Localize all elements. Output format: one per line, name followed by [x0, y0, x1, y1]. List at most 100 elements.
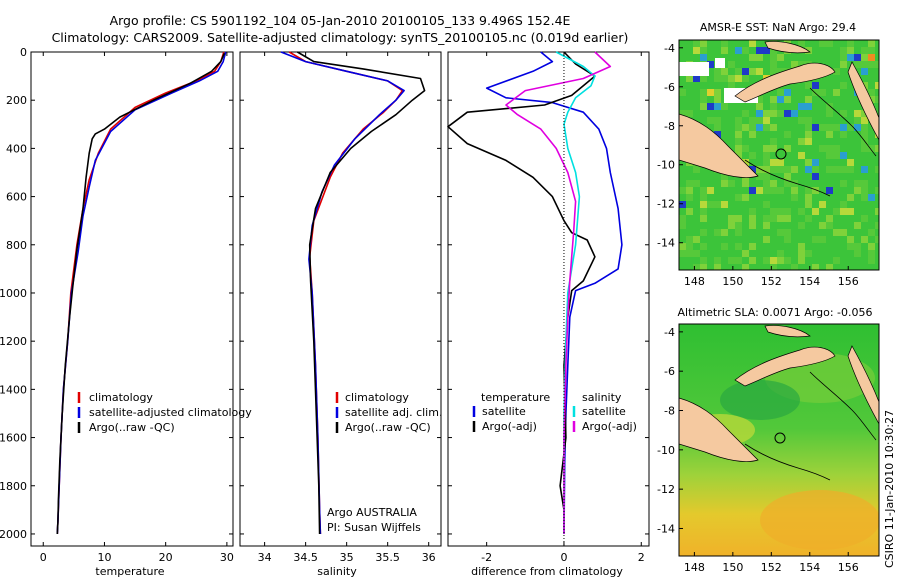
sst-pixel — [763, 124, 770, 131]
sst-pixel — [763, 47, 770, 54]
sst-pixel — [756, 103, 763, 110]
x-tick-label: 35.5 — [375, 551, 400, 564]
sst-pixel — [875, 236, 879, 243]
sst-pixel — [749, 54, 756, 61]
sst-pixel — [728, 82, 735, 89]
sst-pixel — [707, 187, 714, 194]
sst-pixel — [861, 117, 868, 124]
sst-pixel — [756, 117, 763, 124]
sst-pixel — [742, 180, 749, 187]
x-tick-label: 0 — [40, 551, 47, 564]
x-tick-label: 0 — [560, 551, 567, 564]
sst-pixel — [777, 54, 784, 61]
map-lon-label: 152 — [761, 275, 782, 288]
sst-pixel — [847, 40, 854, 47]
sst-pixel — [854, 54, 861, 61]
sst-pixel — [770, 264, 777, 270]
map-lat-label: -4 — [664, 42, 675, 55]
sst-pixel — [861, 194, 868, 201]
sst-pixel — [847, 124, 854, 131]
sst-pixel — [693, 236, 700, 243]
sst-pixel — [700, 47, 707, 54]
sst-pixel — [735, 131, 742, 138]
sst-pixel — [777, 159, 784, 166]
sst-pixel — [700, 75, 707, 82]
sst-pixel — [693, 264, 700, 270]
sst-pixel — [742, 264, 749, 270]
difference-xlabel: difference from climatology — [471, 565, 623, 578]
sst-missing-data-patch — [715, 58, 725, 68]
sst-pixel — [868, 54, 875, 61]
y-tick-label: 800 — [6, 239, 27, 252]
sst-pixel — [812, 82, 819, 89]
sst-pixel — [854, 250, 861, 257]
map-lat-label: -4 — [664, 326, 675, 339]
sst-pixel — [763, 180, 770, 187]
sla-low-anomaly — [720, 380, 800, 420]
sst-pixel — [833, 257, 840, 264]
map-lat-label: -8 — [664, 120, 675, 133]
sst-pixel — [868, 89, 875, 96]
y-tick-label: 400 — [6, 142, 27, 155]
sst-pixel — [763, 152, 770, 159]
sst-pixel — [777, 166, 784, 173]
float-program-note: Argo AUSTRALIA — [327, 506, 417, 519]
sst-pixel — [819, 145, 826, 152]
axis-ticks: 0 10 20 30020040060080010001200140016001800… — [0, 46, 649, 564]
sst-pixel — [770, 124, 777, 131]
sst-pixel — [847, 194, 854, 201]
sst-pixel — [742, 110, 749, 117]
sst-pixel — [735, 47, 742, 54]
sst-pixel — [763, 257, 770, 264]
sst-pixel — [721, 75, 728, 82]
sst-pixel — [798, 243, 805, 250]
series-line-argo-raw-qc- — [56, 52, 226, 535]
sst-pixel — [791, 166, 798, 173]
sst-map-title: AMSR-E SST: NaN Argo: 29.4 — [700, 21, 856, 34]
sst-pixel — [714, 264, 721, 270]
sst-pixel — [861, 180, 868, 187]
sst-pixel — [826, 131, 833, 138]
sst-pixel — [756, 68, 763, 75]
series-line-satellite-adj-clim- — [280, 51, 405, 535]
sst-pixel — [805, 159, 812, 166]
sst-pixel — [840, 166, 847, 173]
series-line-argo-raw-qc- — [296, 51, 426, 535]
sst-pixel — [735, 194, 742, 201]
sst-pixel — [777, 257, 784, 264]
sst-pixel — [700, 194, 707, 201]
sst-pixel — [784, 131, 791, 138]
sst-pixel — [791, 187, 798, 194]
sst-pixel — [714, 124, 721, 131]
sst-pixel — [861, 166, 868, 173]
sst-pixel — [875, 208, 879, 215]
sst-pixel — [749, 68, 756, 75]
sst-pixel — [868, 250, 875, 257]
sst-pixel — [735, 152, 742, 159]
y-tick-label: 1600 — [0, 432, 27, 445]
sst-pixel — [847, 166, 854, 173]
sst-pixel — [700, 257, 707, 264]
salinity-panel-frame — [239, 51, 442, 547]
sst-pixel — [742, 159, 749, 166]
sst-pixel — [840, 54, 847, 61]
sst-pixel — [749, 215, 756, 222]
sst-pixel — [861, 61, 868, 68]
sst-pixel — [714, 229, 721, 236]
sst-pixel — [784, 236, 791, 243]
map-lat-label: -14 — [657, 522, 675, 535]
sst-pixel — [784, 180, 791, 187]
sst-pixel — [854, 222, 861, 229]
sst-pixel — [868, 194, 875, 201]
sst-pixel — [840, 229, 847, 236]
sst-pixel — [805, 96, 812, 103]
sst-pixel — [861, 236, 868, 243]
map-axis-ticks: 148 150 152 154 156 -4 -6 -8 -10 -12 -14 148 150 152 1… — [657, 42, 859, 574]
sst-pixel — [840, 152, 847, 159]
sst-pixel — [798, 117, 805, 124]
sst-pixel — [700, 103, 707, 110]
sst-pixel — [679, 89, 686, 96]
sst-pixel — [763, 166, 770, 173]
figure-title-line1: Argo profile: CS 5901192_104 05-Jan-2010… — [110, 13, 571, 28]
sst-pixel — [763, 236, 770, 243]
